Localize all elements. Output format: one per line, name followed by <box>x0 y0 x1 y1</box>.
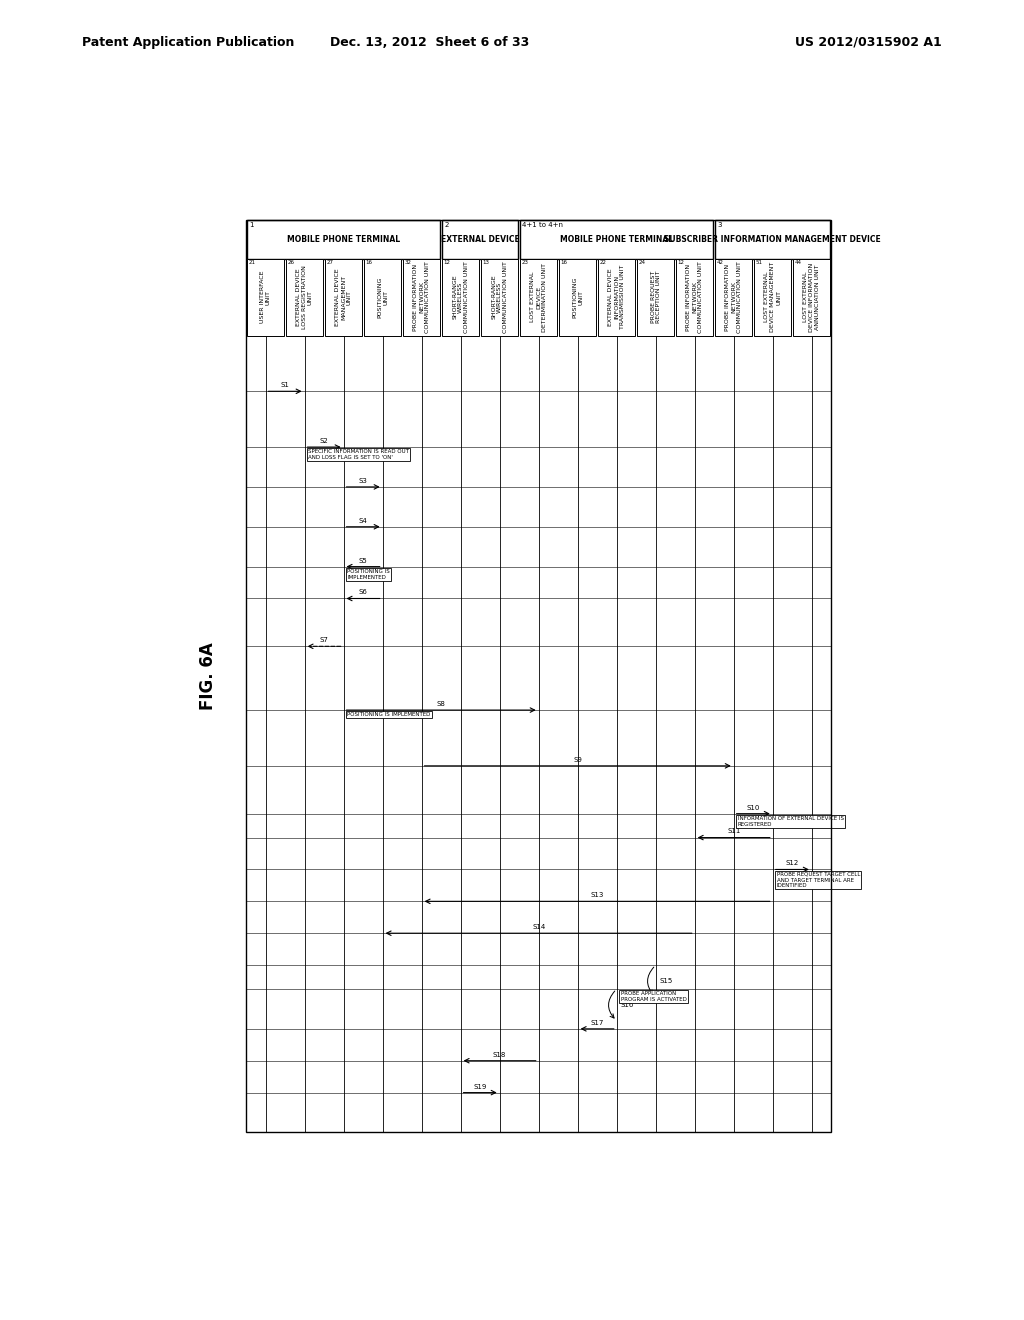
Text: S12: S12 <box>785 861 799 866</box>
Text: S15: S15 <box>659 978 673 983</box>
Text: S17: S17 <box>591 1020 604 1026</box>
Bar <box>754 259 792 335</box>
Text: S6: S6 <box>358 590 368 595</box>
Text: EXTERNAL DEVICE: EXTERNAL DEVICE <box>440 235 519 244</box>
Bar <box>247 220 440 259</box>
Text: 24: 24 <box>639 260 645 265</box>
Text: S1: S1 <box>281 383 290 388</box>
Text: FIG. 6A: FIG. 6A <box>199 643 216 710</box>
Text: PROBE APPLICATION
PROGRAM IS ACTIVATED: PROBE APPLICATION PROGRAM IS ACTIVATED <box>621 991 686 1002</box>
Text: 22: 22 <box>599 260 606 265</box>
Text: SHORT-RANGE
WIRELESS
COMMUNICATION UNIT: SHORT-RANGE WIRELESS COMMUNICATION UNIT <box>492 261 508 333</box>
Text: 32: 32 <box>404 260 412 265</box>
Bar <box>559 259 596 335</box>
Text: S7: S7 <box>319 638 329 643</box>
Text: Dec. 13, 2012  Sheet 6 of 33: Dec. 13, 2012 Sheet 6 of 33 <box>331 36 529 49</box>
Bar <box>676 259 714 335</box>
Text: S16: S16 <box>621 1002 634 1008</box>
Text: 21: 21 <box>249 260 255 265</box>
Bar <box>364 259 401 335</box>
Bar <box>637 259 675 335</box>
Text: S3: S3 <box>358 478 368 484</box>
Text: 3: 3 <box>717 222 722 228</box>
Text: 27: 27 <box>327 260 334 265</box>
Bar <box>715 259 753 335</box>
Bar <box>520 259 557 335</box>
Text: 23: 23 <box>521 260 528 265</box>
Bar <box>598 259 636 335</box>
Text: S19: S19 <box>473 1084 486 1089</box>
Text: PROBE INFORMATION
NETWORK
COMMUNICATION UNIT: PROBE INFORMATION NETWORK COMMUNICATION … <box>414 261 430 333</box>
Text: 12: 12 <box>678 260 684 265</box>
Text: S5: S5 <box>358 557 368 564</box>
Bar <box>246 220 831 1133</box>
Bar <box>402 259 440 335</box>
Text: S14: S14 <box>532 924 546 931</box>
Text: S11: S11 <box>727 829 740 834</box>
Text: LOST EXTERNAL
DEVICE INFORMATION
ANNUNCIATION UNIT: LOST EXTERNAL DEVICE INFORMATION ANNUNCI… <box>804 263 820 331</box>
Bar <box>481 259 518 335</box>
Text: USER INTERFACE
UNIT: USER INTERFACE UNIT <box>260 271 271 323</box>
Text: PROBE INFORMATION
NETWORK
COMMUNICATION UNIT: PROBE INFORMATION NETWORK COMMUNICATION … <box>686 261 703 333</box>
Text: 12: 12 <box>443 260 451 265</box>
Text: 16: 16 <box>366 260 373 265</box>
Text: SPECIFIC INFORMATION IS READ OUT
AND LOSS FLAG IS SET TO 'ON': SPECIFIC INFORMATION IS READ OUT AND LOS… <box>308 449 410 461</box>
Text: 13: 13 <box>482 260 489 265</box>
Text: US 2012/0315902 A1: US 2012/0315902 A1 <box>796 36 942 49</box>
Text: S2: S2 <box>319 438 329 444</box>
Bar <box>793 259 830 335</box>
Text: INFORMATION OF EXTERNAL DEVICE IS
REGISTERED: INFORMATION OF EXTERNAL DEVICE IS REGIST… <box>737 816 844 826</box>
Text: S4: S4 <box>358 517 368 524</box>
Text: 1: 1 <box>249 222 254 228</box>
Text: POSITIONING
UNIT: POSITIONING UNIT <box>377 276 388 318</box>
Text: S18: S18 <box>493 1052 506 1057</box>
Text: 42: 42 <box>717 260 724 265</box>
Text: POSITIONING IS IMPLEMENTED: POSITIONING IS IMPLEMENTED <box>347 713 431 717</box>
Text: 2: 2 <box>444 222 449 228</box>
Text: 44: 44 <box>795 260 802 265</box>
Bar <box>442 220 518 259</box>
Text: 51: 51 <box>756 260 763 265</box>
Text: POSITIONING IS
IMPLEMENTED: POSITIONING IS IMPLEMENTED <box>347 569 390 579</box>
Text: LOST EXTERNAL
DEVICE MANAGEMENT
UNIT: LOST EXTERNAL DEVICE MANAGEMENT UNIT <box>765 261 781 333</box>
Text: MOBILE PHONE TERMINAL: MOBILE PHONE TERMINAL <box>560 235 673 244</box>
Text: 4+1 to 4+n: 4+1 to 4+n <box>522 222 563 228</box>
Text: PROBE INFORMATION
NETWORK
COMMUNICATION UNIT: PROBE INFORMATION NETWORK COMMUNICATION … <box>725 261 742 333</box>
Text: 16: 16 <box>560 260 567 265</box>
Text: MOBILE PHONE TERMINAL: MOBILE PHONE TERMINAL <box>287 235 400 244</box>
Text: PROBE REQUEST TARGET CELL
AND TARGET TERMINAL ARE
IDENTIFIED: PROBE REQUEST TARGET CELL AND TARGET TER… <box>776 871 860 888</box>
Bar <box>325 259 362 335</box>
Bar <box>247 259 285 335</box>
Text: EXTERNAL DEVICE
MANAGEMENT
UNIT: EXTERNAL DEVICE MANAGEMENT UNIT <box>335 268 352 326</box>
Text: SUBSCRIBER INFORMATION MANAGEMENT DEVICE: SUBSCRIBER INFORMATION MANAGEMENT DEVICE <box>665 235 881 244</box>
Text: 26: 26 <box>288 260 294 265</box>
Bar <box>715 220 830 259</box>
Text: S9: S9 <box>573 756 582 763</box>
Text: POSITIONING
UNIT: POSITIONING UNIT <box>572 276 583 318</box>
Bar <box>442 259 479 335</box>
Text: EXTERNAL DEVICE
INFORMATION
TRANSMISSION UNIT: EXTERNAL DEVICE INFORMATION TRANSMISSION… <box>608 265 625 329</box>
Text: S13: S13 <box>591 892 604 898</box>
Text: SHORT-RANGE
WIRELESS
COMMUNICATION UNIT: SHORT-RANGE WIRELESS COMMUNICATION UNIT <box>453 261 469 333</box>
Text: S8: S8 <box>436 701 445 708</box>
Bar <box>286 259 324 335</box>
Text: PROBE REQUEST
RECEPTION UNIT: PROBE REQUEST RECEPTION UNIT <box>650 271 662 323</box>
Text: LOST EXTERNAL
DEVICE
DETERMINATION UNIT: LOST EXTERNAL DEVICE DETERMINATION UNIT <box>530 263 547 331</box>
Bar <box>520 220 714 259</box>
Text: EXTERNAL DEVICE
LOSS REGISTRATION
UNIT: EXTERNAL DEVICE LOSS REGISTRATION UNIT <box>296 265 313 329</box>
Text: Patent Application Publication: Patent Application Publication <box>82 36 294 49</box>
Text: S10: S10 <box>746 805 760 810</box>
